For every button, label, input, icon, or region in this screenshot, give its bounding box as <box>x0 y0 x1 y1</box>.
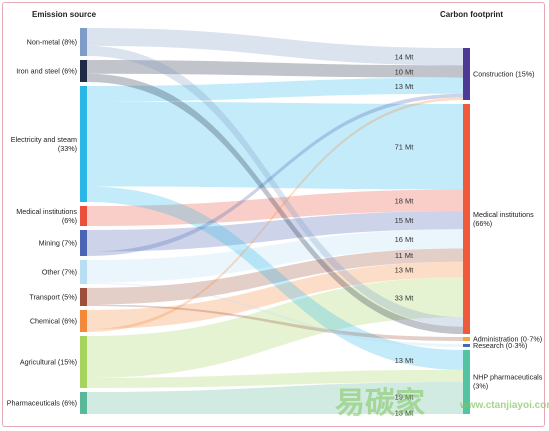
source-label: Agricultural (15%) <box>20 358 77 367</box>
flow-value-label: 71 Mt <box>395 143 415 152</box>
flow-s7-t1-8 <box>87 261 463 330</box>
target-header: Carbon footprint <box>440 10 503 19</box>
source-node-s2 <box>80 86 87 202</box>
flow-s5-t1-6 <box>87 229 463 283</box>
source-label: Medical institutions <box>16 207 77 216</box>
source-label: Non-metal (8%) <box>27 38 77 47</box>
source-label: Chemical (6%) <box>30 317 77 326</box>
source-label: (6%) <box>62 216 77 225</box>
flow-value-label: 13 Mt <box>395 356 415 365</box>
source-node-s1 <box>80 60 87 82</box>
flow-value-label: 15 Mt <box>395 216 415 225</box>
flow-s6-t2-18 <box>87 304 463 341</box>
target-label: Medical institutions <box>473 210 534 219</box>
flow-value-label: 33 Mt <box>395 293 415 302</box>
flow-value-label: 10 Mt <box>395 68 415 77</box>
figure-frame <box>2 2 545 427</box>
flow-s5-t3-19 <box>87 282 463 347</box>
flow-s9-t4-15 <box>87 410 463 414</box>
flow-s8-t4-13 <box>87 369 463 388</box>
source-header: Emission source <box>32 10 97 19</box>
source-label: Iron and steel (6%) <box>16 67 77 76</box>
flow-value-label: 19 Mt <box>395 392 415 401</box>
flow-s0-t1-10 <box>87 45 463 327</box>
flow-layer <box>87 28 463 414</box>
flow-s1-t0-1 <box>87 60 463 78</box>
source-node-s7 <box>80 310 87 332</box>
flow-s9-t4-14 <box>87 382 463 412</box>
source-label: Mining (7%) <box>39 239 77 248</box>
flow-value-label: 11 Mt <box>395 251 414 260</box>
target-label: Research (0·3%) <box>473 341 527 350</box>
flow-s1-t1-11 <box>87 73 463 334</box>
target-label: Administration (0·7%) <box>473 335 542 344</box>
flow-s8-t1-9 <box>87 277 463 378</box>
flow-s2-t0-2 <box>87 77 463 102</box>
node-layer: Non-metal (8%) Iron and steel (6%) Electri… <box>7 28 543 414</box>
target-label: (3%) <box>473 382 488 391</box>
target-node-t4 <box>463 350 470 414</box>
flow-s4-t0-16 <box>87 93 463 256</box>
flow-value-label: 16 Mt <box>395 235 415 244</box>
watermark: 易碳家 www.ctanjiayoi.com <box>335 386 549 421</box>
source-node-s4 <box>80 230 87 256</box>
target-label: NHP pharmaceuticals <box>473 373 543 382</box>
source-node-s3 <box>80 206 87 226</box>
flow-s4-t1-5 <box>87 211 463 252</box>
flow-value-label: 18 Mt <box>395 196 415 205</box>
source-label: Electricity and steam <box>11 135 77 144</box>
source-label: (33%) <box>58 144 77 153</box>
flow-value-label: 13 Mt <box>395 266 415 275</box>
source-node-s5 <box>80 260 87 284</box>
flow-s3-t1-4 <box>87 189 463 226</box>
flow-s7-t0-17 <box>87 97 463 332</box>
source-node-s0 <box>80 28 87 56</box>
flow-s2-t4-12 <box>87 186 463 370</box>
flow-s6-t1-7 <box>87 248 463 305</box>
flow-s2-t1-3 <box>87 101 463 190</box>
source-label: Transport (5%) <box>29 293 77 302</box>
source-node-s9 <box>80 392 87 414</box>
label-layer: 14 Mt 10 Mt 13 Mt 71 Mt 18 Mt 15 Mt 16 Mt 11 Mt… <box>395 53 415 418</box>
source-node-s6 <box>80 288 87 306</box>
target-node-t3 <box>463 344 470 347</box>
source-label: Other (7%) <box>42 268 77 277</box>
flow-s0-t0-0 <box>87 28 463 66</box>
watermark-url: www.ctanjiayoi.com <box>459 400 549 411</box>
flow-value-label: 14 Mt <box>395 53 415 62</box>
source-label: Pharmaceuticals (6%) <box>7 399 77 408</box>
flow-value-label: 13 Mt <box>395 82 415 91</box>
source-node-s8 <box>80 336 87 388</box>
target-node-t2 <box>463 337 470 341</box>
target-label: Construction (15%) <box>473 70 535 79</box>
flow-value-label: 13 Mt <box>395 408 415 417</box>
target-node-t1 <box>463 104 470 334</box>
target-node-t0 <box>463 48 470 100</box>
target-label: (66%) <box>473 219 492 228</box>
watermark-logo-text: 易碳家 <box>335 386 425 421</box>
